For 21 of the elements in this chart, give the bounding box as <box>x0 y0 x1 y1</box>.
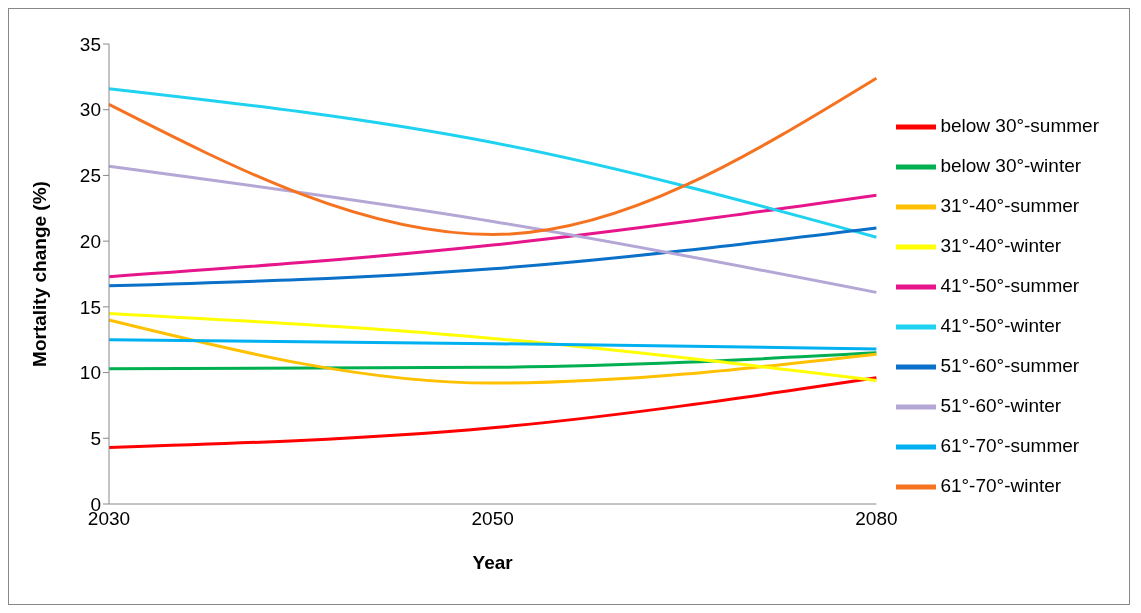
y-tick-label: 15 <box>79 296 101 318</box>
legend-label: 51°-60°-summer <box>940 354 1080 376</box>
legend-label: 51°-60°-winter <box>940 394 1062 416</box>
legend-label: 41°-50°-summer <box>940 274 1080 296</box>
y-tick-label: 35 <box>79 33 101 55</box>
legend-label: 31°-40°-winter <box>940 234 1062 256</box>
legend-label: below 30°-winter <box>940 154 1082 176</box>
legend-label: 61°-70°-summer <box>940 434 1080 456</box>
legend-label: below 30°-summer <box>940 114 1099 136</box>
x-axis-title: Year <box>472 552 514 573</box>
y-tick-label: 10 <box>79 362 101 384</box>
y-tick-label: 20 <box>79 230 101 252</box>
x-tick-label: 2080 <box>855 508 898 530</box>
legend-label: 31°-40°-summer <box>940 194 1080 216</box>
y-axis-title: Mortality change (%) <box>28 181 50 367</box>
y-tick-label: 25 <box>79 165 101 187</box>
x-tick-label: 2050 <box>471 508 514 530</box>
y-tick-label: 5 <box>90 428 101 450</box>
y-tick-label: 30 <box>79 99 101 121</box>
legend-label: 61°-70°-winter <box>940 474 1062 496</box>
legend-label: 41°-50°-winter <box>940 314 1062 336</box>
